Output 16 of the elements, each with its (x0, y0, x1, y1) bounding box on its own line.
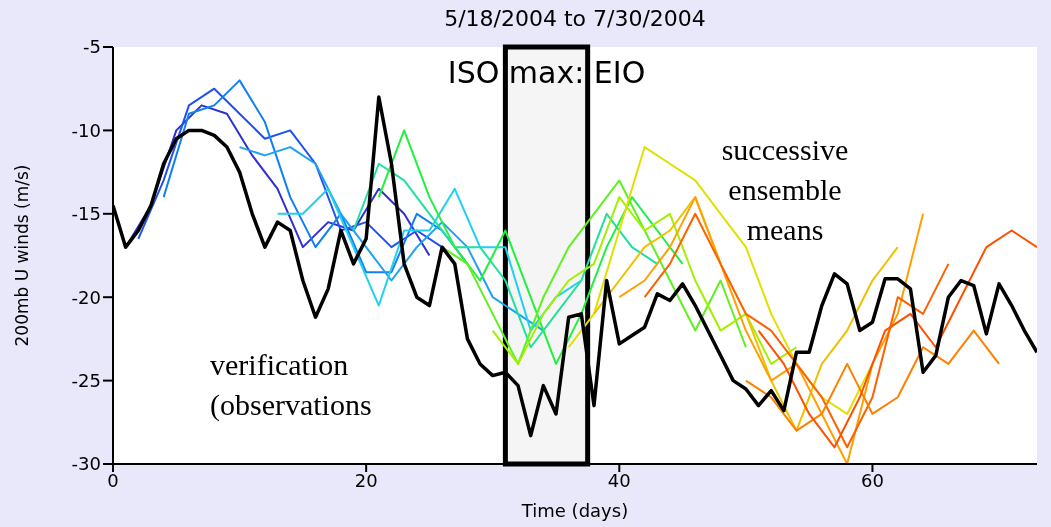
x-tick-label: 0 (107, 469, 119, 491)
y-tick-label: -5 (83, 36, 101, 58)
y-tick-label: -30 (71, 453, 101, 475)
band-label: ISO max: EIO (447, 55, 646, 90)
y-tick-label: -15 (71, 203, 101, 225)
y-axis-title: 200mb U winds (m/s) (12, 164, 33, 347)
chart-title: 5/18/2004 to 7/30/2004 (443, 6, 707, 31)
x-axis-title: Time (days) (520, 500, 629, 521)
x-tick-label: 60 (861, 469, 884, 491)
x-tick-label: 20 (354, 469, 378, 491)
y-tick-label: -25 (71, 369, 101, 391)
y-tick-label: -10 (71, 119, 101, 141)
annotation: successive ensemble means (720, 132, 850, 248)
annotation: verification (observations (210, 347, 373, 423)
x-tick-label: 40 (607, 469, 631, 491)
y-tick-label: -20 (71, 286, 101, 308)
